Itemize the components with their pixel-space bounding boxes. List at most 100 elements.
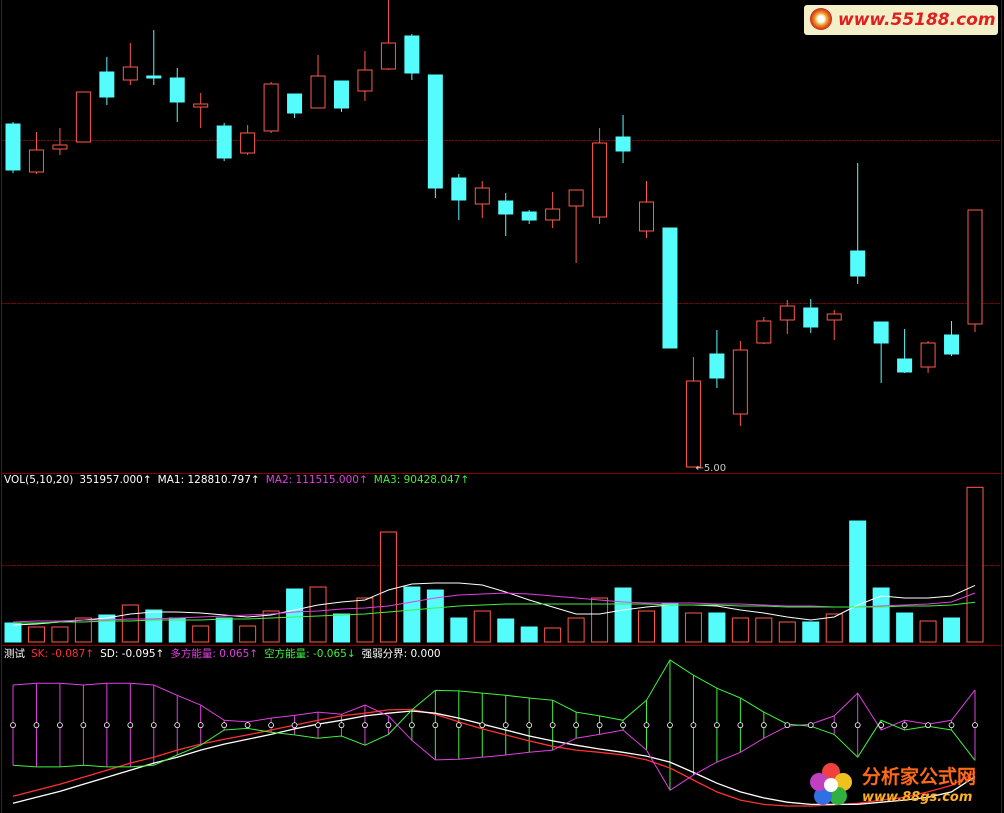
candle-body xyxy=(545,208,561,221)
volume-bar xyxy=(168,617,186,643)
volume-bar xyxy=(98,614,116,643)
candle-body xyxy=(873,321,889,344)
volume-bar xyxy=(309,586,327,643)
legend-entry: SD: -0.095↑ xyxy=(100,648,165,660)
zero-dot xyxy=(80,722,87,729)
volume-title: VOL(5,10,20) xyxy=(4,474,74,486)
zero-dot xyxy=(878,722,885,729)
zero-dot xyxy=(807,722,814,729)
zero-dot xyxy=(737,722,744,729)
legend-entry: SK: -0.087↑ xyxy=(31,648,95,660)
zero-dot xyxy=(643,722,650,729)
zero-dot xyxy=(362,722,368,729)
zero-dot xyxy=(432,722,439,729)
indicator-line xyxy=(12,708,976,807)
candle-body xyxy=(521,211,537,221)
candle-body xyxy=(427,74,443,189)
candle-body xyxy=(850,250,866,277)
volume-bar xyxy=(262,610,280,643)
volume-bar xyxy=(239,625,257,643)
legend-entry: MA1: 128810.797↑ xyxy=(157,474,260,486)
volume-bar xyxy=(145,609,163,643)
zero-dot xyxy=(901,722,908,729)
zero-dot xyxy=(831,722,838,729)
zero-dot xyxy=(925,722,931,729)
volume-header: VOL(5,10,20) 351957.000↑ MA1: 128810.797↑ M… xyxy=(4,474,469,486)
watermark-text: www.55188.com xyxy=(838,10,996,30)
ma-line xyxy=(12,592,976,623)
volume-bar xyxy=(497,618,515,643)
zero-dot xyxy=(455,722,462,729)
candle-body xyxy=(99,71,115,98)
volume-bar xyxy=(27,626,45,643)
volume-bar xyxy=(450,617,468,643)
zero-dot xyxy=(33,722,40,729)
zero-dot xyxy=(714,722,720,729)
zero-dot xyxy=(784,722,791,729)
candle-body xyxy=(709,353,725,379)
volume-last-label: 351957.000↑ xyxy=(79,474,152,486)
volume-bar xyxy=(51,626,69,643)
zero-dot xyxy=(197,722,204,729)
zero-dot xyxy=(385,722,392,729)
candle-body xyxy=(685,380,701,468)
volume-bar xyxy=(426,589,444,643)
zero-dot xyxy=(315,722,321,729)
candle-body xyxy=(240,132,256,154)
candle-body xyxy=(146,75,162,79)
volume-bar xyxy=(121,604,139,643)
candle-body xyxy=(639,201,655,232)
annotation: ←5.00 xyxy=(695,463,726,474)
candle-body xyxy=(826,313,842,321)
legend-entry: 多方能量: 0.065↑ xyxy=(170,648,259,660)
legend-entry: MA2: 111515.000↑ xyxy=(265,474,368,486)
zero-dot xyxy=(690,722,697,729)
volume-bar xyxy=(567,617,585,643)
volume-bar xyxy=(896,612,914,643)
candle-body xyxy=(75,91,91,143)
volume-bar xyxy=(802,621,820,643)
candle-body xyxy=(474,187,490,205)
candle-body xyxy=(380,42,396,70)
indicator-header: 测试 SK: -0.087↑ SD: -0.095↑ 多方能量: 0.065↑ 空方能量… xyxy=(4,648,441,660)
volume-bar xyxy=(286,588,304,643)
volume-bar xyxy=(332,613,350,643)
candle-body xyxy=(803,307,819,328)
zero-dot xyxy=(573,722,580,729)
volume-bar xyxy=(684,612,702,643)
candle-body xyxy=(662,227,678,349)
zero-dot xyxy=(244,722,251,729)
zero-dot xyxy=(760,722,767,729)
candle-body xyxy=(944,334,960,355)
volume-bar xyxy=(919,620,937,643)
volume-bar xyxy=(473,610,491,643)
zero-dot xyxy=(854,722,861,729)
candle-body xyxy=(568,189,584,207)
zero-dot xyxy=(667,722,673,729)
candle-body xyxy=(193,103,209,108)
candle-body xyxy=(498,200,514,215)
candle-body xyxy=(615,136,631,152)
volume-bar xyxy=(966,486,984,643)
candle-body xyxy=(897,358,913,373)
candle-body xyxy=(779,305,795,321)
volume-bar xyxy=(591,597,609,643)
legend-entry: 空方能量: -0.065↓ xyxy=(264,648,356,660)
zero-dot xyxy=(268,722,274,729)
ma-line xyxy=(12,582,976,626)
volume-bar xyxy=(825,613,843,643)
candle-body xyxy=(5,123,21,171)
volume-bar xyxy=(778,621,796,643)
volume-bar xyxy=(708,612,726,643)
volume-bar xyxy=(661,603,679,643)
zero-dot xyxy=(502,722,509,729)
logo xyxy=(810,8,832,30)
volume-bar xyxy=(544,627,562,643)
legend-entry: MA3: 90428.047↑ xyxy=(373,474,470,486)
volume-bar xyxy=(872,587,890,643)
candle-body xyxy=(967,209,983,325)
indicator-line xyxy=(12,710,976,806)
flower-logo xyxy=(810,763,852,805)
zero-dot xyxy=(479,722,486,729)
